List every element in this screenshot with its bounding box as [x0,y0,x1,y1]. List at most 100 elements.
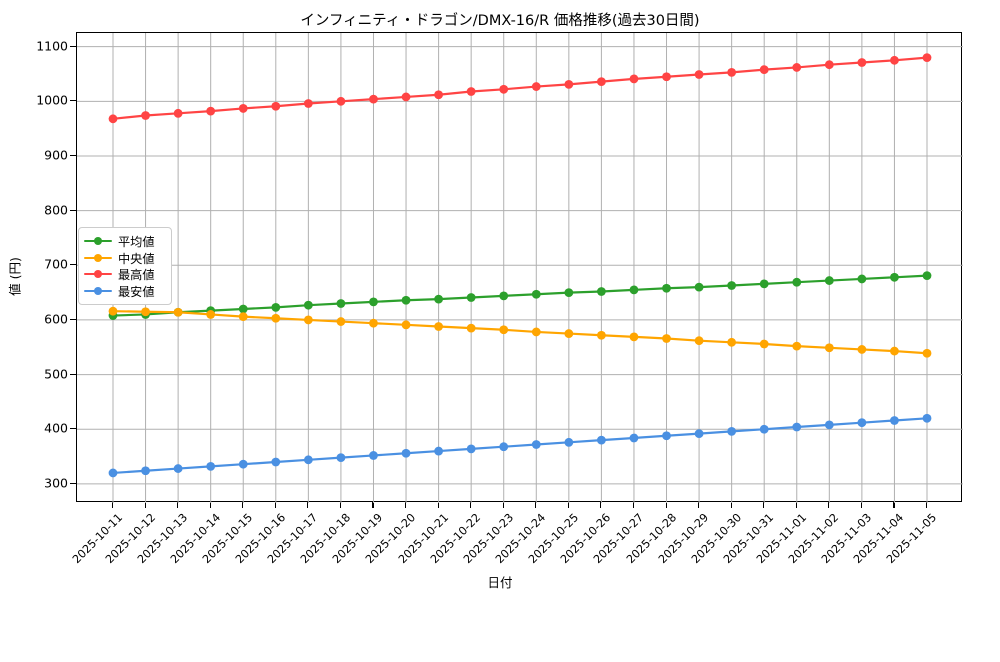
data-point-marker [759,424,769,434]
data-point-marker [597,330,606,340]
chart-figure: インフィニティ・ドラゴン/DMX-16/R 価格推移(過去30日間) 値 (円)… [0,0,963,600]
data-point-marker [434,322,443,331]
x-axis-tick-mark [470,502,472,508]
y-axis-tick-label: 1000 [36,92,68,108]
data-point-marker [401,92,411,102]
data-point-marker [499,291,509,301]
data-point-marker [206,106,216,116]
data-point-marker [369,297,378,307]
data-point-marker [271,302,281,312]
data-point-marker [336,317,346,326]
data-point-marker [499,84,509,94]
x-axis-tick-mark [860,502,862,508]
data-point-marker [434,294,443,304]
data-point-marker [792,422,802,432]
data-point-marker [694,336,704,346]
data-point-marker [792,341,802,351]
chart-legend[interactable]: 平均値 中央値 最高値 最安値 [78,227,172,305]
data-point-marker [466,323,476,333]
data-point-marker [824,60,834,70]
data-point-marker [727,281,737,290]
y-axis-tick-label: 700 [44,256,68,272]
x-axis-label: 日付 [487,575,513,590]
data-point-marker [141,466,150,476]
x-axis-tick-mark [112,502,114,508]
x-axis-tick-mark [177,502,179,508]
x-axis-tick-mark [828,502,830,508]
data-point-marker [597,435,606,445]
data-point-marker [434,446,443,456]
x-axis-tick-mark [632,502,635,508]
data-point-marker [564,437,574,447]
data-point-marker [727,427,737,436]
data-point-marker [662,334,671,343]
y-axis-tick-label: 800 [44,202,68,218]
data-point-marker [792,63,802,72]
data-point-marker [238,312,248,322]
data-point-marker [564,288,574,297]
legend-item-label: 最安値 [118,284,155,299]
data-point-marker [466,293,476,302]
x-axis-tick-mark [795,502,797,508]
legend-marker-dot-icon [94,286,102,295]
data-point-marker [890,55,899,65]
data-point-marker [271,101,281,111]
data-point-marker [336,299,346,308]
data-point-marker [629,332,639,342]
data-point-marker [694,429,704,438]
data-point-marker [238,459,248,469]
data-point-marker [173,108,183,118]
plot-area [76,32,963,503]
data-point-marker [629,285,639,295]
data-point-marker [824,276,834,285]
y-axis-tick-labels: 300 400 500 600 700 800 900 1000 1100 [0,0,68,600]
data-point-marker [531,327,541,337]
series-line [111,274,929,317]
data-point-marker [401,448,411,458]
x-axis-tick-mark [698,502,700,508]
data-point-marker [303,300,313,310]
data-point-marker [694,70,704,79]
legend-item-label: 中央値 [118,251,155,266]
legend-swatch-icon [84,234,112,248]
series-line [111,310,929,355]
legend-item[interactable]: 最高値 [84,266,165,283]
data-point-marker [303,315,313,325]
data-point-marker [694,282,704,292]
data-point-marker [499,442,509,452]
data-point-marker [759,65,769,75]
data-point-marker [108,306,118,316]
data-point-marker [271,457,281,467]
data-point-marker [597,287,606,296]
data-point-marker [759,339,769,349]
data-point-marker [303,455,313,465]
x-axis-tick-mark [665,502,667,508]
data-point-marker [890,272,899,282]
data-point-marker [108,114,118,124]
data-point-marker [369,94,378,104]
data-point-marker [727,67,737,77]
data-point-marker [206,461,216,471]
data-point-marker [434,90,443,100]
data-point-marker [597,77,606,87]
data-point-marker [238,104,248,113]
data-point-marker [531,82,541,91]
data-point-marker [564,79,574,89]
x-axis-tick-mark [339,502,341,508]
legend-item[interactable]: 平均値 [84,233,165,250]
legend-swatch-icon [84,251,112,265]
y-axis-tick-mark [70,373,76,375]
data-point-marker [499,325,509,335]
series-canvas [77,33,963,503]
legend-item[interactable]: 中央値 [84,250,165,267]
data-point-marker [662,431,671,441]
data-point-marker [108,468,118,478]
y-axis-tick-label: 600 [44,311,68,327]
data-point-marker [238,304,248,314]
data-point-marker [401,295,411,305]
legend-item[interactable]: 最安値 [84,283,165,300]
data-point-marker [336,453,346,463]
data-point-marker [303,99,313,108]
data-point-marker [890,346,899,356]
x-axis-tick-mark [730,502,732,508]
